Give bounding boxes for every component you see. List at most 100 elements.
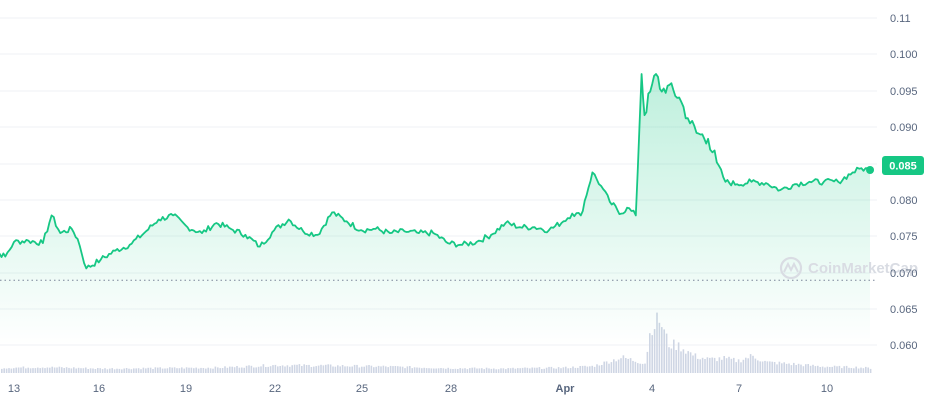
volume-bar — [430, 368, 433, 373]
volume-bar — [761, 361, 764, 373]
volume-bar — [613, 359, 615, 373]
volume-bar — [356, 364, 358, 373]
volume-bar — [128, 368, 130, 373]
volume-bar — [603, 361, 605, 373]
volume-bar — [569, 368, 572, 373]
volume-bar — [505, 369, 507, 373]
volume-bar — [682, 349, 685, 373]
volume-bars — [1, 312, 872, 373]
volume-bar — [627, 358, 629, 373]
volume-bar — [605, 361, 608, 373]
volume-bar — [589, 366, 591, 373]
volume-bar — [821, 366, 824, 373]
volume-bar — [22, 366, 25, 373]
x-tick-label: 16 — [93, 383, 105, 395]
volume-bar — [75, 368, 77, 373]
volume-bar — [862, 368, 865, 373]
volume-bar — [869, 368, 872, 373]
volume-bar — [586, 366, 589, 373]
volume-bar — [574, 367, 577, 373]
volume-bar — [217, 367, 219, 373]
volume-bar — [593, 366, 596, 373]
volume-bar — [104, 368, 106, 373]
volume-bar — [97, 368, 99, 373]
volume-bar — [788, 363, 790, 373]
volume-bar — [212, 368, 214, 373]
volume-bar — [166, 368, 169, 373]
volume-bar — [785, 363, 788, 373]
volume-bar — [80, 368, 82, 373]
volume-bar — [620, 358, 622, 373]
volume-bar — [25, 368, 27, 373]
volume-bar — [783, 362, 785, 373]
volume-bar — [579, 366, 581, 373]
volume-bar — [807, 364, 809, 373]
volume-bar — [87, 369, 89, 373]
volume-bar — [99, 368, 101, 373]
volume-bar — [339, 366, 341, 373]
volume-bar — [742, 359, 745, 373]
volume-bar — [377, 365, 380, 373]
volume-bar — [526, 367, 529, 373]
volume-bar — [790, 365, 793, 373]
volume-bar — [824, 367, 826, 373]
volume-bar — [125, 368, 128, 373]
volume-bar — [116, 368, 118, 373]
volume-bar — [670, 348, 673, 373]
volume-bar — [70, 368, 73, 373]
volume-bar — [149, 367, 152, 373]
volume-bar — [365, 365, 368, 373]
volume-bar — [279, 366, 281, 373]
volume-bar — [560, 368, 562, 373]
volume-bar — [265, 367, 267, 373]
volume-bar — [665, 333, 668, 373]
volume-bar — [629, 358, 632, 373]
volume-bar — [205, 368, 207, 373]
volume-bar — [13, 368, 15, 373]
volume-bar — [353, 364, 356, 373]
volume-bar — [298, 364, 301, 373]
volume-bar — [344, 366, 346, 373]
volume-bar — [536, 367, 538, 373]
volume-bar — [452, 369, 454, 373]
volume-bar — [689, 352, 692, 373]
volume-bar — [289, 366, 291, 373]
volume-bar — [442, 368, 445, 373]
volume-bar — [233, 367, 236, 373]
volume-bar — [195, 367, 197, 373]
volume-bar — [466, 369, 469, 373]
y-tick-label: 0.095 — [890, 86, 918, 98]
volume-bar — [34, 368, 37, 373]
volume-bar — [841, 368, 843, 373]
volume-bar — [8, 368, 10, 373]
volume-bar — [473, 367, 476, 373]
volume-bar — [17, 367, 20, 373]
volume-bar — [838, 365, 841, 373]
volume-bar — [157, 367, 159, 373]
volume-bar — [632, 360, 634, 373]
volume-bar — [793, 362, 795, 373]
volume-bar — [61, 367, 63, 373]
volume-bar — [800, 364, 802, 373]
volume-bar — [421, 368, 423, 373]
volume-bar — [164, 368, 166, 373]
volume-bar — [385, 366, 387, 373]
watermark-text: CoinMarketCap — [808, 260, 918, 277]
volume-bar — [250, 365, 253, 373]
volume-bar — [399, 366, 401, 373]
volume-bar — [109, 368, 111, 373]
volume-bar — [709, 357, 711, 373]
volume-bar — [555, 368, 557, 373]
volume-bar — [428, 368, 430, 373]
y-tick-label: 0.075 — [890, 231, 918, 243]
volume-bar — [848, 367, 850, 373]
volume-bar — [389, 365, 392, 373]
volume-bar — [82, 368, 85, 373]
volume-bar — [373, 367, 375, 373]
volume-bar — [778, 361, 781, 373]
volume-bar — [173, 367, 176, 373]
volume-bar — [32, 368, 34, 373]
volume-bar — [747, 358, 749, 373]
volume-bar — [493, 368, 495, 373]
